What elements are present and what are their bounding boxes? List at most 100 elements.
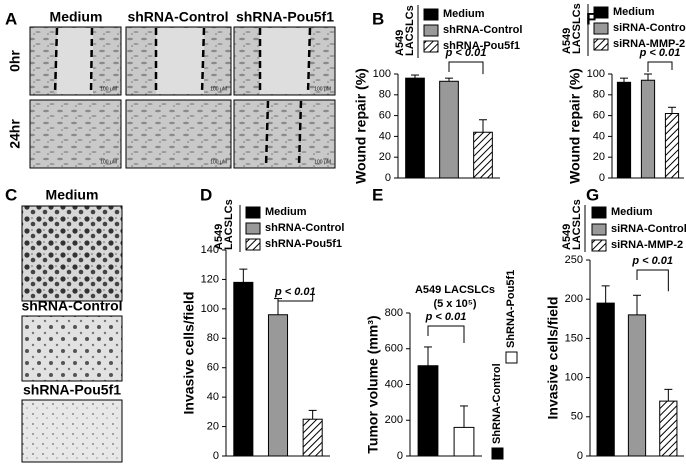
legend-swatch — [593, 38, 609, 51]
column-label: shRNA-Control — [127, 9, 228, 25]
y-tick-label: 0 — [577, 450, 583, 462]
p-value: p < 0.01 — [445, 47, 487, 59]
y-tick-label: 80 — [593, 89, 605, 101]
p-value: p < 0.01 — [639, 47, 681, 59]
micrograph — [125, 99, 232, 169]
bar — [473, 131, 493, 179]
legend-swatch — [423, 24, 439, 37]
y-tick-label: 100 — [373, 68, 391, 80]
scale-bar: 100 μM — [100, 159, 117, 165]
y-axis-label: Invasive cells/field — [181, 292, 197, 415]
legend-swatch — [423, 40, 439, 53]
legend-label: shRNA-Control — [265, 222, 344, 234]
y-tick-label: 250 — [565, 254, 583, 266]
legend-swatch — [423, 8, 439, 21]
legend-label: siRNA-Control — [613, 22, 686, 34]
y-tick-label: 120 — [201, 273, 219, 285]
chart-title: (5 x 10⁵) — [433, 298, 476, 310]
legend-header: A549 — [394, 30, 406, 56]
invasion-images: Medium shRNA-Control shRNA-Pou5f1 — [21, 187, 123, 463]
bar — [664, 113, 680, 179]
y-tick-label: 60 — [379, 110, 391, 122]
y-tick-label: 100 — [201, 303, 219, 315]
y-tick-label: 800 — [385, 307, 403, 319]
row-label: 0hr — [7, 50, 23, 72]
wound-gap — [260, 28, 310, 94]
image-label: shRNA-Control — [21, 298, 122, 314]
scale-bar: 100 μM — [314, 86, 331, 92]
y-tick-label: 0 — [397, 450, 403, 462]
legend-swatch — [245, 222, 261, 235]
y-tick-label: 150 — [565, 332, 583, 344]
legend-label: shRNA-Control — [443, 24, 522, 36]
y-tick-label: 600 — [385, 343, 403, 355]
significance-bracket — [647, 61, 673, 72]
panel-letter: B — [372, 9, 384, 28]
y-tick-label: 400 — [385, 378, 403, 390]
panel-letter: G — [586, 185, 599, 204]
wound-gap — [156, 28, 204, 94]
y-tick-label: 200 — [565, 293, 583, 305]
wound-edges — [53, 27, 312, 168]
scale-bar: 100 μM — [314, 159, 331, 165]
scale-bar: 100 μM — [100, 86, 117, 92]
bar — [417, 365, 439, 457]
legend-label: siRNA-MMP-2 — [613, 38, 685, 50]
bar — [640, 79, 656, 179]
y-tick-label: 20 — [379, 151, 391, 163]
image-label: Medium — [46, 187, 99, 203]
scale-bar: 100 μM — [210, 86, 227, 92]
y-tick-label: 20 — [207, 420, 219, 432]
p-value: p < 0.01 — [631, 255, 673, 267]
legend-swatch — [591, 223, 607, 236]
wound-images: Medium shRNA-Control shRNA-Pou5f1 0hr 24… — [7, 9, 336, 169]
y-tick-label: 80 — [379, 89, 391, 101]
y-axis-label: Invasive cells/field — [545, 297, 561, 420]
y-tick-label: 140 — [201, 244, 219, 256]
significance-bracket — [448, 61, 484, 75]
y-tick-label: 40 — [207, 391, 219, 403]
legend-swatch — [245, 238, 261, 251]
bar — [616, 81, 632, 179]
legend-label: shRNA-Pou5f1 — [265, 238, 342, 250]
y-tick-label: 0 — [599, 172, 605, 184]
legend-header: LACSLCs — [223, 199, 235, 250]
bar — [596, 302, 615, 457]
legend-label: Medium — [613, 6, 655, 18]
y-tick-label: 60 — [593, 110, 605, 122]
scale-bar: 100 μM — [210, 159, 227, 165]
y-tick-label: 40 — [379, 130, 391, 142]
y-tick-label: 50 — [571, 411, 583, 423]
legend-header: LACSLCs — [571, 199, 583, 250]
y-tick-label: 100 — [587, 68, 605, 80]
panel-letter: F — [586, 9, 596, 28]
legend-header: LACSLCs — [571, 3, 583, 54]
panel-letter: A — [5, 9, 17, 28]
bar — [659, 400, 678, 457]
y-tick-label: 80 — [207, 332, 219, 344]
y-axis-label: Wound repair (%) — [567, 68, 583, 184]
bar — [302, 418, 323, 457]
y-axis-label: Wound repair (%) — [353, 68, 369, 184]
legend-swatch — [593, 6, 609, 19]
panel-letter: D — [200, 185, 212, 204]
legend-swatch — [593, 22, 609, 35]
bar — [405, 77, 425, 179]
legend-swatch — [591, 239, 607, 252]
panel-letter: C — [5, 185, 17, 204]
p-value: p < 0.01 — [425, 311, 467, 323]
y-tick-label: 100 — [565, 372, 583, 384]
p-value: p < 0.01 — [274, 286, 316, 298]
legend-label: Medium — [611, 206, 653, 218]
legend-header: A549 — [561, 224, 573, 250]
legend-header: A549 — [213, 224, 225, 250]
row-label: 24hr — [7, 119, 23, 149]
panel-letter: E — [372, 185, 383, 204]
legend-label: Medium — [265, 206, 307, 218]
bar — [627, 314, 647, 457]
micrograph — [21, 205, 123, 302]
bar — [439, 80, 459, 179]
y-tick-label: 200 — [385, 414, 403, 426]
legend-swatch — [245, 206, 261, 219]
wound-gap — [57, 28, 93, 94]
